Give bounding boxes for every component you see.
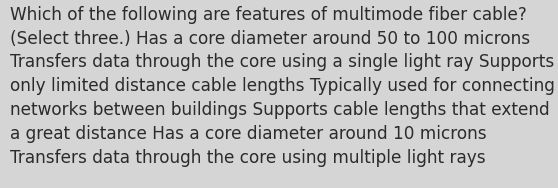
Text: Which of the following are features of multimode fiber cable?
(Select three.) Ha: Which of the following are features of m…	[10, 6, 555, 167]
